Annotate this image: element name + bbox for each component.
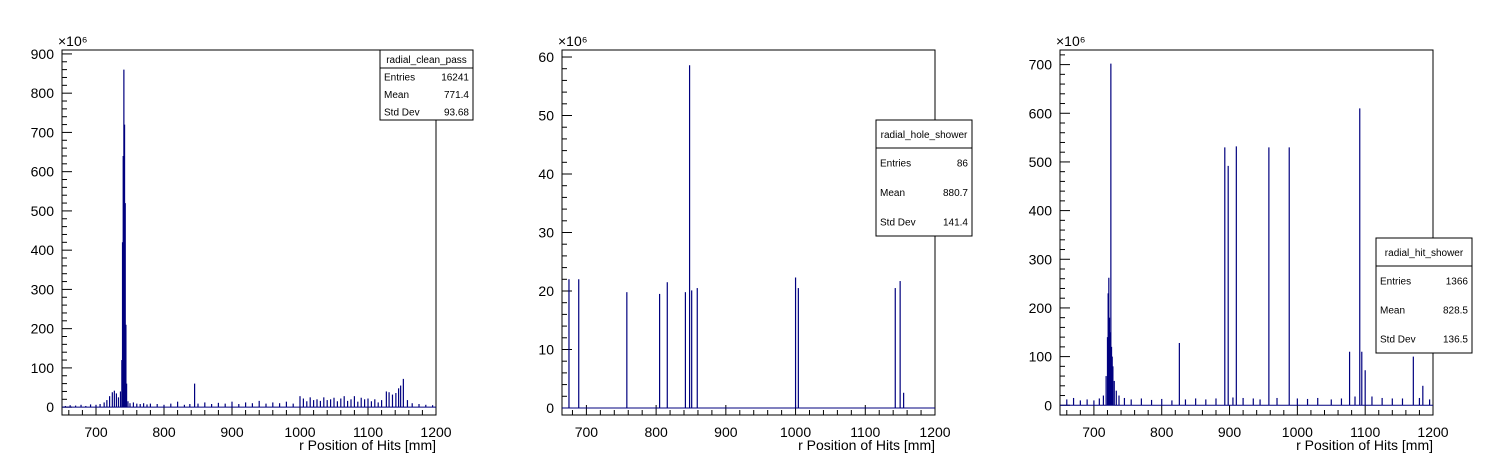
y-tick-label: 300 xyxy=(1029,251,1053,267)
x-tick-label: 1200 xyxy=(420,424,451,440)
y-tick-label: 40 xyxy=(538,166,554,182)
stats-box-frame xyxy=(379,49,474,121)
x-axis-title: r Position of Hits [mm] xyxy=(1296,437,1433,453)
chart-panel-2: 700 800 900 1000 1100 1200 0 10 20 30 40 50 60×10⁶ r … xyxy=(538,33,973,453)
stats-box-frame xyxy=(875,119,973,237)
stats-value: 880.7 xyxy=(943,188,968,199)
stats-label: Entries xyxy=(384,73,415,84)
y-tick-label: 100 xyxy=(31,360,55,376)
series-1 xyxy=(64,69,434,408)
stats-box-title: radial_hit_shower xyxy=(1385,248,1464,259)
y-tick-label: 800 xyxy=(31,85,55,101)
x-tick-label: 1200 xyxy=(1417,424,1448,440)
y-tick-label: 400 xyxy=(31,242,55,258)
x-tick-label: 900 xyxy=(714,424,738,440)
y-tick-label: 60 xyxy=(538,49,554,65)
y-tick-label: 500 xyxy=(31,203,55,219)
axis-multiplier: ×10⁶ xyxy=(1056,33,1086,49)
stats-box-title: radial_hole_shower xyxy=(881,130,968,141)
stats-box: radial_hit_shower Entries 1366 Mean 828.5 Std… xyxy=(1375,237,1473,354)
y-tick-label: 0 xyxy=(46,399,54,415)
x-axis-title: r Position of Hits [mm] xyxy=(798,437,935,453)
stats-label: Std Dev xyxy=(1380,335,1416,346)
y-tick-label: 200 xyxy=(1029,300,1053,316)
stats-label: Mean xyxy=(384,90,409,101)
x-axis-title: r Position of Hits [mm] xyxy=(299,437,436,453)
axis-multiplier: ×10⁶ xyxy=(58,33,88,49)
x-tick-label: 800 xyxy=(1150,424,1174,440)
x-tick-label: 1100 xyxy=(850,424,880,440)
y-tick-label: 0 xyxy=(1044,397,1052,413)
x-tick-label: 900 xyxy=(1218,424,1242,440)
stats-value: 141.4 xyxy=(943,217,968,228)
x-tick-label: 1000 xyxy=(284,424,315,440)
stats-label: Entries xyxy=(880,159,911,170)
y-tick-label: 900 xyxy=(31,46,55,62)
y-tick-label: 500 xyxy=(1029,154,1053,170)
y-tick-label: 50 xyxy=(538,108,554,124)
x-tick-label: 900 xyxy=(220,424,244,440)
stats-value: 771.4 xyxy=(444,90,469,101)
y-tick-label: 10 xyxy=(538,341,554,357)
y-tick-label: 0 xyxy=(546,400,554,416)
stats-label: Entries xyxy=(1380,277,1411,288)
x-tick-label: 700 xyxy=(575,424,599,440)
y-tick-label: 600 xyxy=(1029,105,1053,121)
y-tick-label: 400 xyxy=(1029,203,1053,219)
series-1 xyxy=(568,65,905,408)
stats-label: Std Dev xyxy=(880,217,916,228)
x-tick-label: 1200 xyxy=(919,424,950,440)
y-tick-label: 20 xyxy=(538,283,554,299)
stats-box-frame xyxy=(1375,237,1473,354)
y-tick-label: 30 xyxy=(538,225,554,241)
x-tick-label: 1100 xyxy=(1350,424,1380,440)
series-1 xyxy=(1066,63,1431,406)
x-tick-label: 1000 xyxy=(1282,424,1313,440)
y-tick-label: 300 xyxy=(31,281,55,297)
plot-frame xyxy=(61,49,437,416)
plot-frame xyxy=(1059,49,1434,416)
stats-label: Mean xyxy=(1380,306,1405,317)
chart-panel-1: 700 800 900 1000 1100 1200 0 100 200 300 400 500 600… xyxy=(31,33,474,453)
x-tick-label: 800 xyxy=(644,424,668,440)
stats-value: 93.68 xyxy=(444,107,469,118)
chart-panel-3: 700 800 900 1000 1100 1200 0 100 200 300 400 500 600… xyxy=(1029,33,1473,453)
y-tick-label: 100 xyxy=(1029,349,1053,365)
stats-box-title: radial_clean_pass xyxy=(386,55,467,66)
y-tick-label: 700 xyxy=(1029,57,1053,73)
x-tick-label: 800 xyxy=(152,424,176,440)
x-tick-label: 700 xyxy=(84,424,108,440)
x-tick-label: 1000 xyxy=(780,424,811,440)
stats-label: Std Dev xyxy=(384,107,420,118)
x-tick-label: 1100 xyxy=(353,424,383,440)
stats-value: 136.5 xyxy=(1443,335,1468,346)
stats-box: radial_hole_shower Entries 86 Mean 880.7 Std … xyxy=(875,119,973,237)
stats-value: 86 xyxy=(957,159,969,170)
x-tick-label: 700 xyxy=(1082,424,1106,440)
stats-value: 16241 xyxy=(441,73,469,84)
y-tick-label: 600 xyxy=(31,164,55,180)
stats-value: 1366 xyxy=(1446,277,1469,288)
y-tick-label: 200 xyxy=(31,321,55,337)
y-tick-label: 700 xyxy=(31,124,55,140)
axis-multiplier: ×10⁶ xyxy=(558,33,588,49)
stats-value: 828.5 xyxy=(1443,306,1468,317)
stats-label: Mean xyxy=(880,188,905,199)
stats-box: radial_clean_pass Entries 16241 Mean 771.4 St… xyxy=(379,49,474,121)
